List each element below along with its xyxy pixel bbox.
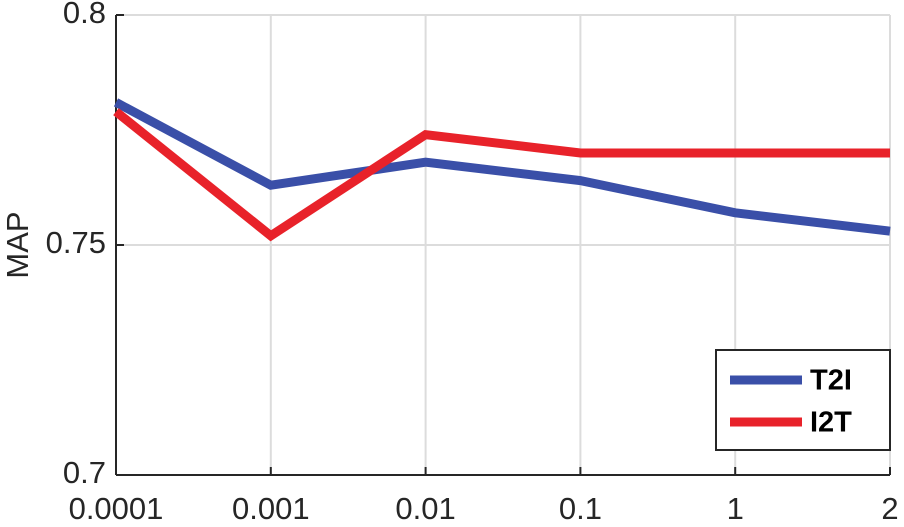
x-tick-label: 1 bbox=[727, 491, 744, 526]
y-tick-label: 0.8 bbox=[63, 0, 106, 30]
x-tick-label: 0.01 bbox=[395, 491, 455, 526]
x-tick-label: 0.1 bbox=[559, 491, 602, 526]
series-line bbox=[113, 98, 891, 236]
x-tick-label: 2 bbox=[881, 491, 898, 526]
legend-label: I2T bbox=[810, 407, 852, 439]
y-tick-label: 0.75 bbox=[46, 225, 106, 260]
x-tick-label: 0.001 bbox=[232, 491, 310, 526]
legend-box bbox=[715, 349, 891, 451]
series-line bbox=[113, 108, 890, 242]
legend-label: T2I bbox=[810, 365, 852, 397]
x-tick-label: 0.0001 bbox=[69, 491, 164, 526]
y-tick-label: 0.7 bbox=[63, 455, 106, 490]
y-axis-label: MAP bbox=[0, 211, 35, 278]
